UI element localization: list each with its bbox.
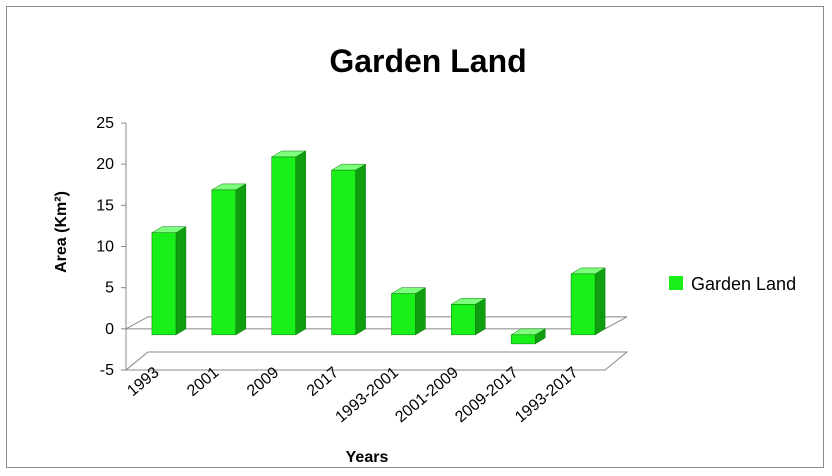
bars [151,150,606,345]
bar-side [175,226,187,336]
y-tick-label: -5 [100,362,114,379]
bar-front [451,304,476,336]
y-tick-label: 10 [96,239,114,256]
bar-front [331,169,356,336]
bar [450,297,487,336]
x-tick-label: 2017 [304,364,342,400]
legend: Garden Land [669,274,796,294]
bar-side [415,287,426,336]
chart-frame [6,6,824,468]
x-tick-label: 2009 [244,364,282,400]
x-tick-label: 1993 [124,364,162,400]
bar-front [271,156,296,336]
bar-side [295,150,306,336]
y-tick-label: 15 [96,197,114,214]
x-axis-title: Years [346,449,389,466]
y-axis-title: Area (Km²) [53,191,70,273]
bar [330,163,367,336]
bar [570,267,606,336]
y-tick-label: 25 [96,115,114,132]
bar-side [355,163,366,336]
bar [210,183,247,336]
x-tick-label: 1993-2017 [512,364,582,426]
axes: -5 0 5 10 15 20 25 [96,115,629,379]
bar-side [235,183,247,336]
x-tick-label: 2001-2009 [392,364,462,426]
bar [510,328,547,345]
bar-front [391,293,416,336]
bar [270,150,307,336]
legend-swatch [669,276,683,290]
x-tick-label: 2001 [184,364,222,400]
x-tick-labels: 1993 2001 2009 20171993-20012001-20092009-2… [124,364,581,426]
chart-title: Garden Land [329,43,526,79]
bar-side [594,267,606,336]
y-tick-label: 0 [105,321,114,338]
bar [151,226,187,336]
floor-plane [124,351,629,371]
x-tick-label: 1993-2001 [332,364,402,426]
bar-side [475,297,486,336]
zero-plane [125,316,628,330]
y-tick-label: 20 [96,156,114,173]
bar-front [510,334,536,345]
bar-front [211,189,237,336]
bar [390,287,427,336]
y-tick-label: 5 [105,280,114,297]
x-tick-label: 2009-2017 [452,364,522,426]
bar-front [151,232,177,336]
bar-front [570,273,596,336]
legend-label: Garden Land [691,274,796,294]
